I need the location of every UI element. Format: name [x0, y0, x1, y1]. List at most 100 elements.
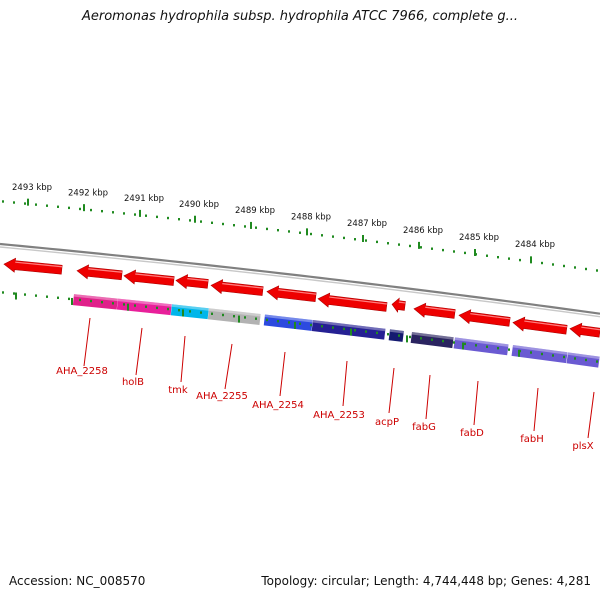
- scale-dot: [211, 312, 213, 315]
- gene-label: fabH: [520, 434, 544, 445]
- scale-dot: [365, 239, 367, 242]
- scale-dot: [431, 247, 433, 250]
- map-title: Aeromonas hydrophila subsp. hydrophila A…: [81, 9, 519, 24]
- scale-dot: [255, 226, 257, 229]
- scale-dot: [2, 200, 4, 203]
- gene-label: acpP: [375, 417, 399, 428]
- scale-dot: [2, 291, 4, 294]
- scale-dot: [233, 224, 235, 227]
- scale-dot: [343, 236, 345, 240]
- scale-dot: [585, 358, 587, 362]
- scale-dot: [46, 295, 48, 298]
- scale-dot: [233, 315, 235, 318]
- gene-arrow[interactable]: [458, 308, 511, 328]
- scale-dot: [101, 209, 103, 213]
- scale-dot: [255, 317, 257, 320]
- scale-dot: [189, 219, 191, 222]
- gene-arrow[interactable]: [512, 316, 568, 337]
- scale-major-tick: [238, 315, 240, 323]
- gene-arrows[interactable]: [3, 257, 600, 339]
- gene-arrow[interactable]: [413, 302, 456, 321]
- scale-dot: [200, 220, 202, 223]
- scale-label: 2485 kbp: [459, 233, 499, 243]
- scale-dot: [497, 255, 499, 259]
- scale-dot: [90, 208, 92, 212]
- gene-arrow[interactable]: [123, 269, 175, 288]
- gene-label: AHA_2253: [313, 410, 365, 421]
- scale-label: 2493 kbp: [12, 183, 52, 193]
- scale-dot: [563, 264, 565, 268]
- scale-dot: [156, 306, 158, 310]
- scale-dot: [442, 339, 444, 343]
- gene-leader-line: [180, 335, 186, 383]
- scale-major-tick: [139, 209, 141, 217]
- scale-dot: [123, 303, 125, 306]
- gene-arrow[interactable]: [266, 285, 317, 305]
- scale-dot: [420, 337, 422, 340]
- scale-dot: [13, 292, 15, 295]
- gene-arrow[interactable]: [76, 264, 123, 282]
- scale-dot: [508, 348, 510, 351]
- scale-label: 2484 kbp: [515, 240, 555, 250]
- scale-label: 2486 kbp: [403, 226, 443, 236]
- scale-dot: [354, 329, 356, 332]
- scale-dot: [134, 213, 136, 216]
- gene-arrow[interactable]: [3, 257, 63, 277]
- inner-scale-ticks: [2, 291, 598, 363]
- gene-leader-line: [587, 391, 595, 439]
- scale-dot: [134, 304, 136, 307]
- scale-dot: [409, 335, 411, 339]
- scale-dot: [266, 227, 268, 231]
- scale-major-tick: [406, 335, 408, 343]
- scale-dot: [57, 296, 59, 299]
- gene-category-bars: [72, 294, 600, 368]
- scale-dot: [552, 263, 554, 266]
- category-bar: [311, 320, 386, 340]
- scale-dot: [453, 341, 455, 344]
- scale-dot: [464, 342, 466, 346]
- outer-scale-ticks: [2, 198, 598, 272]
- scale-dot: [310, 232, 312, 236]
- gene-label: AHA_2255: [196, 391, 248, 402]
- scale-dot: [222, 222, 224, 226]
- scale-dot: [145, 305, 147, 308]
- scale-major-tick: [182, 309, 184, 317]
- scale-dot: [596, 269, 598, 272]
- scale-labels: 2493 kbp 2492 kbp 2491 kbp 2490 kbp 2489 kbp…: [12, 183, 555, 250]
- gene-arrow[interactable]: [569, 322, 600, 340]
- scale-major-tick: [71, 297, 73, 305]
- scale-dot: [574, 357, 576, 360]
- scale-dot: [277, 319, 279, 323]
- scale-dot: [563, 355, 565, 359]
- scale-label: 2488 kbp: [291, 212, 331, 222]
- scale-dot: [310, 323, 312, 327]
- gene-arrow[interactable]: [210, 278, 264, 298]
- scale-label: 2492 kbp: [68, 189, 108, 199]
- scale-dot: [211, 221, 213, 224]
- gene-arrow[interactable]: [391, 297, 406, 313]
- scale-major-tick: [83, 204, 85, 212]
- scale-dot: [486, 345, 488, 348]
- scale-major-tick: [518, 349, 520, 357]
- scale-dot: [90, 299, 92, 303]
- scale-dot: [35, 203, 37, 206]
- scale-label: 2489 kbp: [235, 206, 275, 216]
- topology-text: Topology: circular; Length: 4,744,448 bp…: [261, 574, 591, 588]
- category-bar: [453, 337, 509, 356]
- scale-dot: [288, 321, 290, 324]
- scale-dot: [145, 214, 147, 217]
- scale-dot: [288, 230, 290, 233]
- gene-leader-line: [224, 343, 233, 390]
- accession-text: Accession: NC_008570: [9, 574, 146, 588]
- gene-leader-line: [473, 380, 479, 426]
- scale-major-tick: [530, 256, 532, 264]
- gene-arrow[interactable]: [175, 273, 209, 290]
- scale-dot: [24, 202, 26, 205]
- scale-dot: [398, 334, 400, 337]
- scale-dot: [299, 231, 301, 234]
- scale-dot: [519, 258, 521, 262]
- scale-dot: [321, 234, 323, 237]
- backbone-inner: [0, 246, 600, 318]
- gene-arrow[interactable]: [317, 292, 388, 314]
- scale-dot: [189, 310, 191, 313]
